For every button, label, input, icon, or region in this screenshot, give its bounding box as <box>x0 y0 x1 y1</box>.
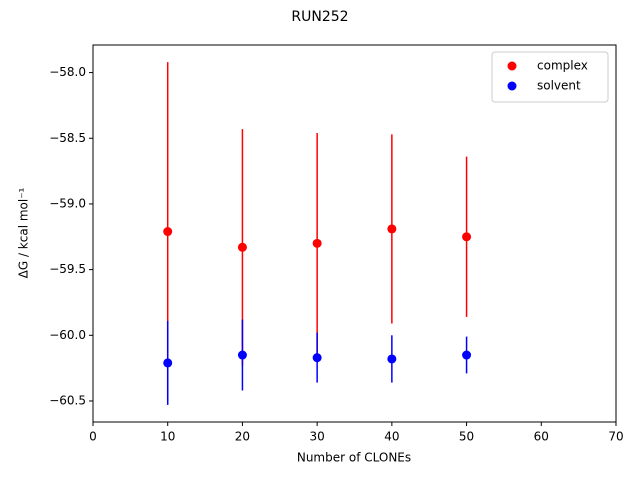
y-tick-label: −60.0 <box>49 328 86 342</box>
y-tick-label: −58.0 <box>49 65 86 79</box>
x-tick-label: 50 <box>459 430 474 444</box>
y-axis-label: ΔG / kcal mol⁻¹ <box>17 187 31 278</box>
x-tick-label: 60 <box>534 430 549 444</box>
x-tick-label: 0 <box>89 430 97 444</box>
data-point <box>237 350 247 360</box>
x-tick-label: 30 <box>310 430 325 444</box>
legend-marker <box>507 61 517 71</box>
x-tick-label: 20 <box>235 430 250 444</box>
data-point <box>312 238 322 248</box>
data-point <box>237 242 247 252</box>
legend-marker <box>507 81 517 91</box>
x-tick-label: 70 <box>608 430 623 444</box>
data-point <box>312 353 322 363</box>
data-point <box>163 358 173 368</box>
data-point <box>387 224 397 234</box>
chart-title: RUN252 <box>291 9 348 25</box>
x-tick-label: 40 <box>384 430 399 444</box>
data-point <box>387 354 397 364</box>
y-tick-label: −59.0 <box>49 196 86 210</box>
data-point <box>163 227 173 237</box>
plot-frame <box>92 44 617 423</box>
y-tick-label: −58.5 <box>49 131 86 145</box>
y-tick-label: −59.5 <box>49 262 86 276</box>
data-point <box>462 232 472 242</box>
x-tick-label: 10 <box>160 430 175 444</box>
legend-box <box>491 51 609 103</box>
legend-label: complex <box>537 59 588 73</box>
data-point <box>462 350 472 360</box>
legend-label: solvent <box>537 79 581 93</box>
y-tick-label: −60.5 <box>49 393 86 407</box>
x-axis-label: Number of CLONEs <box>297 451 411 465</box>
